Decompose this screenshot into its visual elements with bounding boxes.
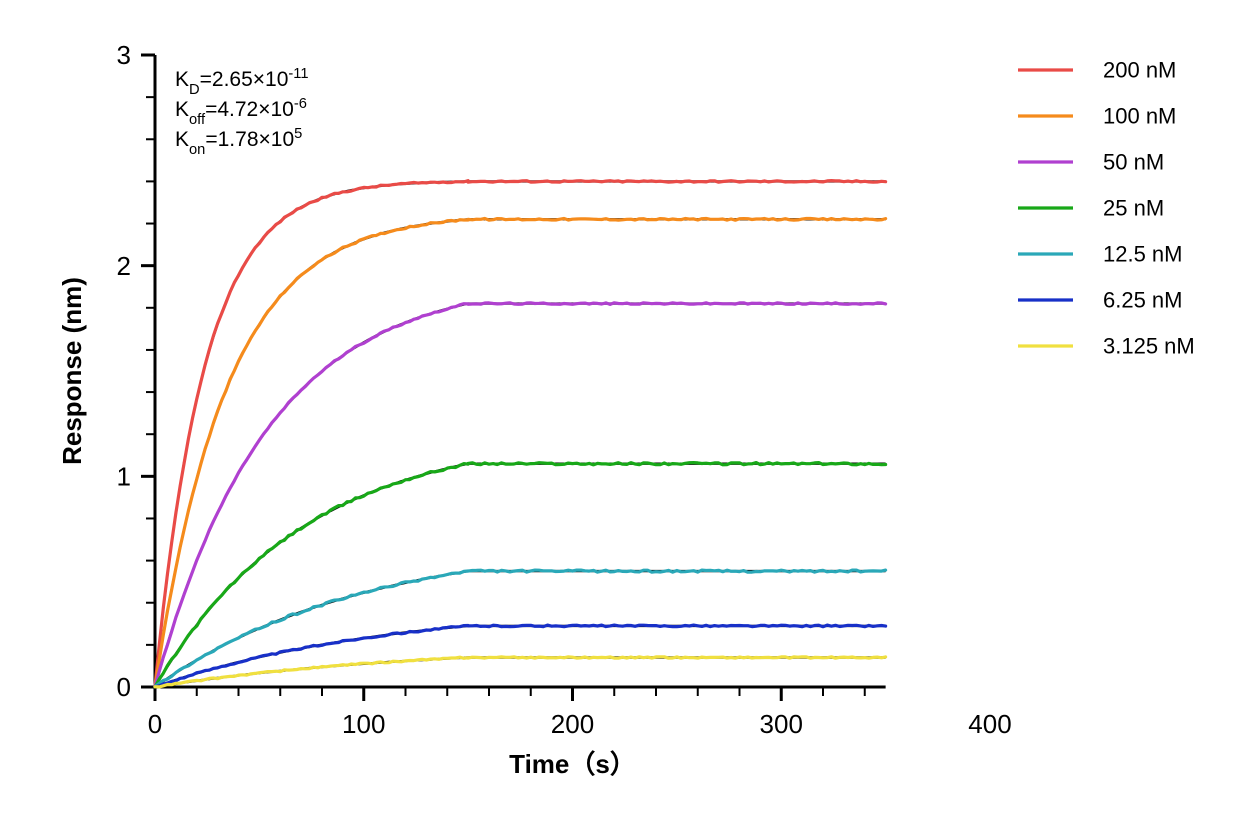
- x-tick-label: 300: [760, 709, 803, 739]
- x-tick-label: 200: [551, 709, 594, 739]
- fit-curve: [155, 219, 886, 687]
- x-tick-label: 400: [968, 709, 1011, 739]
- legend-label: 100 nM: [1103, 104, 1176, 129]
- legend-label: 3.125 nM: [1103, 334, 1195, 359]
- fit-curve: [155, 571, 886, 687]
- y-tick-label: 1: [117, 461, 131, 491]
- y-tick-label: 0: [117, 672, 131, 702]
- legend-label: 25 nM: [1103, 196, 1164, 221]
- x-tick-label: 0: [148, 709, 162, 739]
- kinetic-annotation: Kon=1.78×105: [175, 126, 302, 158]
- data-curve: [155, 303, 886, 687]
- legend-label: 12.5 nM: [1103, 242, 1183, 267]
- data-curve: [155, 463, 886, 687]
- chart-container: { "layout": { "width": 1238, "height": 8…: [0, 0, 1238, 825]
- fit-curve: [155, 464, 886, 687]
- data-curve: [155, 570, 886, 686]
- legend-label: 6.25 nM: [1103, 288, 1183, 313]
- legend-label: 50 nM: [1103, 150, 1164, 175]
- data-curve: [155, 219, 886, 688]
- kinetic-annotation: KD=2.65×10-11: [175, 66, 309, 98]
- y-tick-label: 2: [117, 251, 131, 281]
- data-curve: [155, 657, 886, 687]
- kinetic-annotation: Koff=4.72×10-6: [175, 96, 307, 128]
- x-axis-label: Time（s）: [509, 749, 636, 779]
- y-tick-label: 3: [117, 40, 131, 70]
- data-curve: [155, 625, 886, 687]
- y-axis-label: Response (nm): [57, 277, 87, 465]
- sensorgram-chart: 0 100 200 300 400 0 1 2 3 Time（s） Response (nm) KD=…: [0, 0, 1238, 825]
- legend-label: 200 nM: [1103, 58, 1176, 83]
- x-tick-label: 100: [342, 709, 385, 739]
- fit-curve: [155, 304, 886, 687]
